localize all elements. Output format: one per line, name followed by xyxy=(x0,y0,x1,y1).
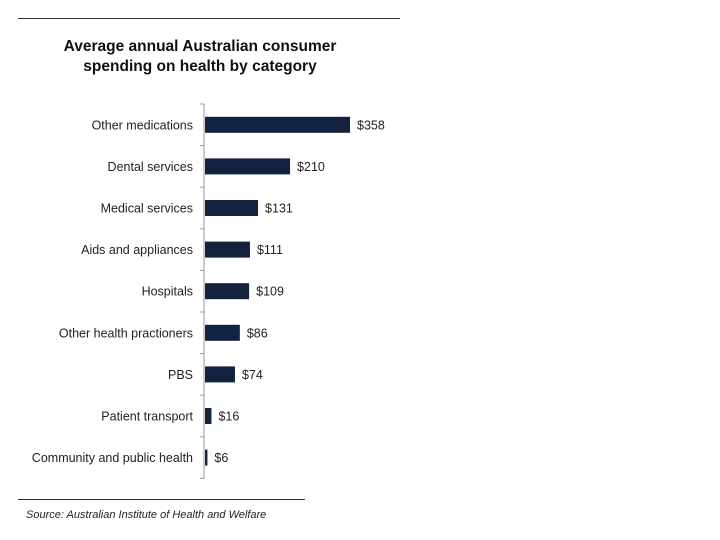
bar xyxy=(205,324,240,341)
data-label: $210 xyxy=(297,160,325,174)
data-label: $16 xyxy=(218,410,239,424)
title-line-1: Average annual Australian consumer xyxy=(63,38,337,55)
bar xyxy=(205,283,250,300)
data-label: $74 xyxy=(242,368,263,382)
bottom-rule xyxy=(18,499,305,500)
category-label: Medical services xyxy=(101,202,193,216)
category-label: Hospitals xyxy=(142,285,193,299)
bar xyxy=(205,366,235,383)
bar xyxy=(205,200,259,216)
data-label: $86 xyxy=(247,326,268,340)
source-note: Source: Australian Institute of Health a… xyxy=(26,509,267,521)
data-label: $6 xyxy=(214,451,228,465)
bar xyxy=(205,408,212,424)
bar xyxy=(205,116,350,133)
category-label: Aids and appliances xyxy=(81,243,193,257)
data-label: $358 xyxy=(357,118,385,132)
category-label: Community and public health xyxy=(32,451,193,465)
category-label: Patient transport xyxy=(101,410,193,424)
category-label: PBS xyxy=(168,368,193,382)
category-label: Dental services xyxy=(108,160,193,174)
chart-title: Average annual Australian consumer spend… xyxy=(20,37,380,77)
data-label: $109 xyxy=(256,285,284,299)
bar xyxy=(205,449,208,466)
title-line-2: spending on health by category xyxy=(83,58,317,75)
category-label: Other health practioners xyxy=(59,326,193,340)
category-label: Other medications xyxy=(92,118,193,132)
bar xyxy=(205,241,250,258)
data-label: $131 xyxy=(265,202,293,216)
top-rule xyxy=(18,18,400,19)
data-label: $111 xyxy=(257,243,283,257)
bar xyxy=(205,158,291,175)
